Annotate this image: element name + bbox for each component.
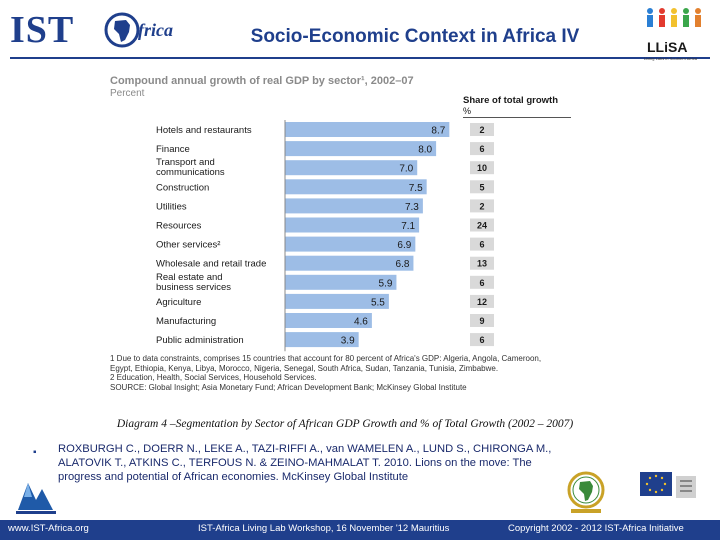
share-box (470, 123, 494, 136)
share-value: 24 (477, 221, 487, 231)
footer-website-link[interactable]: www.IST-Africa.org (8, 523, 89, 534)
share-value: 2 (479, 125, 484, 135)
share-box (470, 142, 494, 156)
bar (285, 293, 389, 309)
ist-africa-logo: IST frica (10, 8, 190, 52)
bar (285, 141, 437, 157)
share-value: 10 (477, 163, 487, 173)
people-icon (647, 8, 701, 27)
share-box (470, 180, 494, 194)
diagram-caption: Diagram 4 –Segmentation by Sector of Afr… (116, 418, 574, 430)
share-box (470, 161, 494, 175)
category-label: Utilities (156, 201, 187, 212)
chart-footnotes: 1 Due to data constraints, comprises 15 … (110, 354, 580, 392)
footer-event: IST-Africa Living Lab Workshop, 16 Novem… (198, 523, 450, 534)
share-value: 5 (479, 182, 484, 192)
category-label: Wholesale and retail trade (156, 259, 266, 270)
share-value: 13 (477, 259, 487, 269)
llisa-subtitle: Living Labs in Southern Africa (644, 56, 697, 61)
share-box (470, 333, 494, 347)
bullet-icon: ▪ (33, 447, 37, 458)
share-value: 9 (479, 316, 484, 326)
value-label: 7.1 (401, 221, 415, 232)
bar (285, 160, 418, 176)
value-label: 7.3 (405, 202, 419, 213)
category-label: Real estate and (156, 272, 223, 283)
value-label: 5.5 (371, 297, 385, 308)
share-column-unit: % (463, 106, 472, 116)
share-value: 6 (479, 240, 484, 250)
value-label: 3.9 (341, 336, 355, 347)
value-label: 6.8 (396, 259, 410, 270)
bar (285, 198, 423, 214)
chart-unit: Percent (110, 88, 145, 99)
category-label: business services (156, 282, 231, 293)
category-label: Manufacturing (156, 316, 216, 327)
chart-layer: 8.7 Hotels and restaurants 2 8.0 Finance 6 7.0… (156, 120, 494, 352)
footer-bar (0, 520, 720, 540)
value-label: 7.0 (399, 164, 413, 175)
slide-title: Socio-Economic Context in Africa IV (250, 26, 580, 47)
category-label: Resources (156, 221, 202, 232)
share-box (470, 199, 494, 213)
bar (285, 332, 359, 348)
share-box (470, 256, 494, 270)
bar (285, 122, 450, 137)
category-label: Agriculture (156, 297, 201, 308)
value-label: 4.6 (354, 317, 368, 328)
chart-title: Compound annual growth of real GDP by se… (110, 75, 414, 87)
fp7-logo-icon (16, 483, 56, 514)
value-label: 8.0 (418, 145, 432, 156)
value-label: 8.7 (431, 126, 445, 137)
share-value: 12 (477, 297, 487, 307)
share-value: 6 (479, 144, 484, 154)
bar (285, 179, 427, 195)
footnote: SOURCE: Global Insight; Asia Monetary Fu… (110, 382, 467, 392)
footnote: 2 Education, Health, Social Services, Ho… (110, 373, 317, 382)
bar (285, 217, 420, 233)
share-column-header: Share of total growth (463, 95, 558, 106)
footnote: 1 Due to data constraints, comprises 15 … (110, 354, 542, 363)
category-label: Hotels and restaurants (156, 125, 252, 136)
european-commission-logo-icon (640, 472, 696, 498)
bar (285, 255, 414, 271)
reference-text: ROXBURGH C., DOERR N., LEKE A., TAZI-RIF… (58, 443, 552, 483)
category-label: Construction (156, 182, 209, 193)
llisa-logo: LLiSA Living Labs in Southern Africa (640, 6, 715, 61)
share-box (470, 314, 494, 327)
africa-map-icon (104, 12, 140, 48)
category-label: Public administration (156, 335, 244, 346)
bar (285, 274, 397, 290)
share-box (470, 218, 494, 232)
header-divider (10, 57, 710, 59)
share-box (470, 294, 494, 308)
african-union-logo-icon (567, 471, 605, 513)
share-value: 2 (479, 201, 484, 211)
footer-copyright: Copyright 2002 - 2012 IST-Africa Initiat… (508, 523, 684, 534)
category-label: Transport and (156, 157, 215, 168)
category-label: Finance (156, 144, 190, 155)
value-label: 5.9 (379, 278, 393, 289)
share-box (470, 237, 494, 251)
share-header-rule (463, 117, 571, 118)
footnote: Egypt, Ethiopia, Kenya, Libya, Morocco, … (110, 363, 499, 373)
value-label: 7.5 (409, 183, 423, 194)
bar (285, 313, 372, 328)
bar (285, 236, 416, 252)
share-box (470, 275, 494, 289)
category-label: Other services² (156, 240, 220, 251)
value-label: 6.9 (397, 240, 411, 251)
share-value: 6 (479, 278, 484, 288)
category-label: communications (156, 167, 225, 178)
share-value: 6 (479, 335, 484, 345)
llisa-text: LLiSA (647, 39, 688, 55)
logo-ist-text: IST (10, 9, 75, 51)
logo-africa-text: frica (138, 20, 173, 40)
